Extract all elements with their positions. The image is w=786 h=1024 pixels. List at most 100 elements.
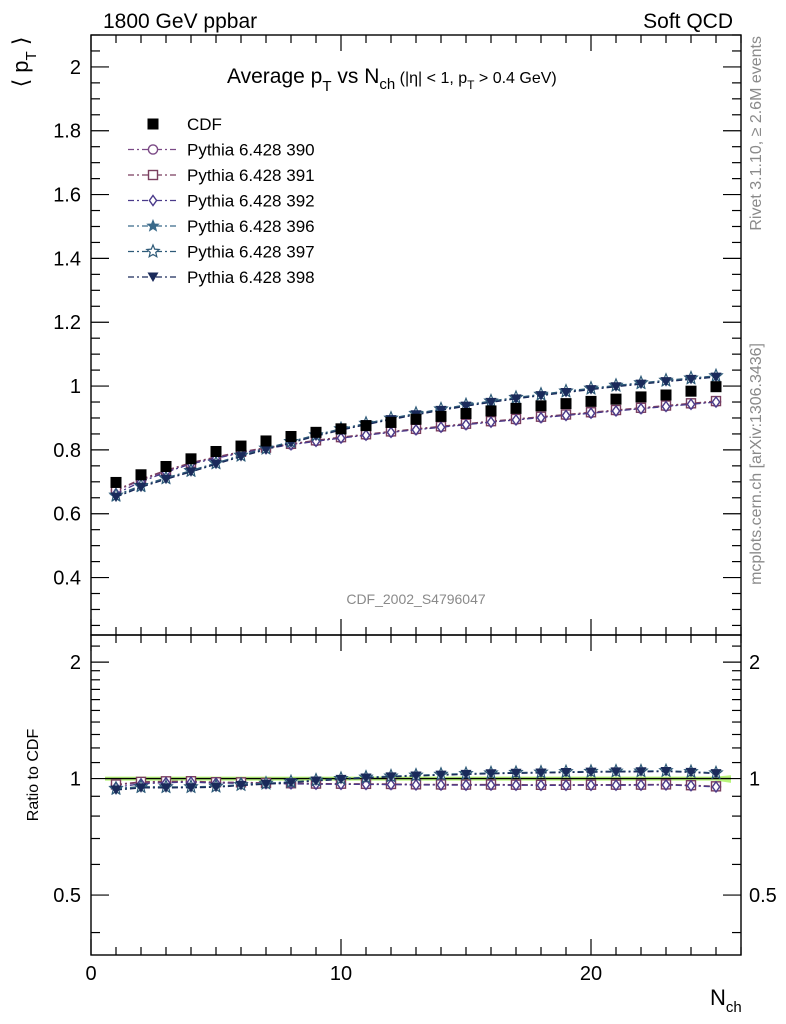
legend-label-pythia-6-428-392: Pythia 6.428 392	[187, 192, 315, 211]
ratio-point-pythia-6-428-398	[510, 768, 522, 779]
data-point-pythia-6-428-398	[710, 372, 722, 383]
data-point-cdf	[110, 476, 122, 488]
chart-title: Average pT vs Nch (|η| < 1, pT > 0.4 GeV…	[227, 65, 557, 95]
y-tick-label-main: 1.6	[53, 185, 81, 207]
data-point-cdf	[210, 445, 222, 457]
ratio-point-pythia-6-428-392	[461, 778, 471, 792]
data-point-pythia-6-428-398	[685, 374, 697, 385]
ratio-point-pythia-6-428-392	[561, 779, 571, 792]
data-point-pythia-6-428-392	[611, 404, 621, 418]
ratio-point-pythia-6-428-392	[436, 778, 446, 792]
data-point-cdf	[560, 398, 572, 410]
data-point-pythia-6-428-398	[460, 401, 472, 412]
ratio-point-pythia-6-428-398	[235, 781, 247, 791]
data-point-cdf	[635, 391, 647, 403]
data-point-pythia-6-428-398	[110, 492, 122, 503]
legend-label-pythia-6-428-396: Pythia 6.428 396	[187, 217, 315, 236]
y-tick-label-ratio: 0.5	[53, 885, 81, 907]
ratio-point-pythia-6-428-392	[511, 779, 521, 792]
legend-marker-pythia-6-428-392	[148, 194, 158, 207]
ratio-point-pythia-6-428-392	[586, 779, 596, 792]
data-point-pythia-6-428-392	[536, 411, 546, 424]
ratio-point-pythia-6-428-398	[185, 783, 197, 793]
ratio-point-pythia-6-428-398	[460, 769, 472, 780]
data-point-cdf	[685, 385, 697, 397]
ratio-point-pythia-6-428-392	[636, 778, 646, 792]
data-point-pythia-6-428-392	[561, 409, 571, 422]
data-point-cdf	[510, 402, 522, 414]
data-point-pythia-6-428-398	[160, 474, 172, 485]
ratio-point-pythia-6-428-398	[685, 767, 697, 778]
axis-ticks: 0 10 20 0.4 0.6 0.8 1 1.2 1.4 1.6 1.8 2 0.5 0.5 1 1 2 2	[53, 34, 777, 985]
ratio-point-pythia-6-428-392	[361, 778, 371, 791]
data-point-cdf	[460, 408, 472, 420]
y-tick-label-main: 1.8	[53, 121, 81, 143]
ratio-point-pythia-6-428-398	[285, 778, 297, 788]
ratio-point-pythia-6-428-392	[486, 778, 496, 792]
data-point-pythia-6-428-392	[361, 429, 371, 442]
mcplots-label: mcplots.cern.ch [arXiv:1306.3436]	[748, 343, 765, 585]
data-point-pythia-6-428-398	[260, 445, 272, 455]
x-tick-label: 10	[330, 963, 352, 985]
ratio-point-pythia-6-428-398	[135, 783, 147, 793]
legend: CDF Pythia 6.428 390 Pythia 6.428 391 Pythi…	[128, 115, 315, 287]
y-tick-label-main: 1	[70, 376, 81, 398]
data-point-pythia-6-428-398	[235, 452, 247, 462]
ratio-point-pythia-6-428-398	[210, 782, 222, 793]
legend-label-pythia-6-428-390: Pythia 6.428 390	[187, 141, 315, 160]
ratio-point-pythia-6-428-398	[610, 767, 622, 777]
legend-marker-pythia-6-428-391	[147, 169, 159, 181]
y-tick-label-ratio-right: 1	[749, 769, 760, 791]
y-tick-label-main: 1.2	[53, 312, 81, 334]
data-point-cdf	[135, 469, 147, 481]
data-point-cdf	[435, 410, 447, 422]
legend-marker-cdf	[147, 118, 159, 130]
data-point-pythia-6-428-392	[511, 413, 521, 427]
ratio-point-pythia-6-428-398	[410, 771, 422, 781]
data-point-cdf	[485, 405, 497, 417]
y-tick-label-main: 2	[70, 57, 81, 79]
ratio-point-pythia-6-428-398	[635, 767, 647, 777]
y-tick-label-main: 1.4	[53, 248, 81, 270]
y-tick-label-main: 0.8	[53, 440, 81, 462]
data-point-pythia-6-428-392	[336, 431, 346, 445]
main-series-group	[108, 367, 724, 503]
data-point-pythia-6-428-398	[185, 467, 197, 477]
y-tick-label-ratio-right: 2	[749, 652, 760, 674]
ratio-point-pythia-6-428-398	[560, 767, 572, 778]
data-point-pythia-6-428-392	[411, 423, 421, 436]
ratio-point-pythia-6-428-398	[260, 779, 272, 790]
analysis-id-label: CDF_2002_S4796047	[346, 591, 486, 607]
data-point-cdf	[310, 426, 322, 438]
legend-label-pythia-6-428-391: Pythia 6.428 391	[187, 166, 315, 185]
data-point-pythia-6-428-398	[435, 405, 447, 416]
ratio-point-pythia-6-428-392	[661, 778, 671, 792]
ratio-point-pythia-6-428-398	[485, 769, 497, 779]
data-point-pythia-6-428-398	[485, 397, 497, 408]
data-point-pythia-6-428-398	[210, 459, 222, 470]
ratio-point-pythia-6-428-398	[360, 773, 372, 784]
y-axis-label-ratio: Ratio to CDF	[25, 729, 42, 822]
data-point-cdf	[360, 420, 372, 432]
ratio-point-pythia-6-428-398	[310, 776, 322, 786]
legend-marker-pythia-6-428-390	[147, 144, 159, 155]
ratio-point-pythia-6-428-392	[536, 779, 546, 792]
ratio-point-pythia-6-428-392	[686, 779, 696, 792]
y-axis-label-main: ⟨ pT ⟩	[8, 37, 40, 88]
data-point-pythia-6-428-398	[510, 394, 522, 404]
ratio-point-pythia-6-428-398	[535, 768, 547, 778]
ratio-point-pythia-6-428-398	[710, 769, 722, 779]
rivet-version-label: Rivet 3.1.10, ≥ 2.6M events	[748, 36, 765, 231]
header-energy-label: 1800 GeV ppbar	[103, 10, 257, 33]
ratio-point-pythia-6-428-398	[385, 772, 397, 782]
data-point-pythia-6-428-392	[711, 395, 721, 409]
legend-label-pythia-6-428-398: Pythia 6.428 398	[187, 268, 315, 287]
data-point-cdf	[335, 423, 347, 435]
ratio-point-pythia-6-428-392	[711, 780, 721, 794]
data-point-cdf	[185, 453, 197, 465]
data-point-pythia-6-428-392	[586, 406, 596, 420]
legend-marker-pythia-6-428-397	[145, 243, 161, 259]
data-point-cdf	[535, 400, 547, 412]
y-tick-label-main: 0.4	[53, 568, 81, 590]
